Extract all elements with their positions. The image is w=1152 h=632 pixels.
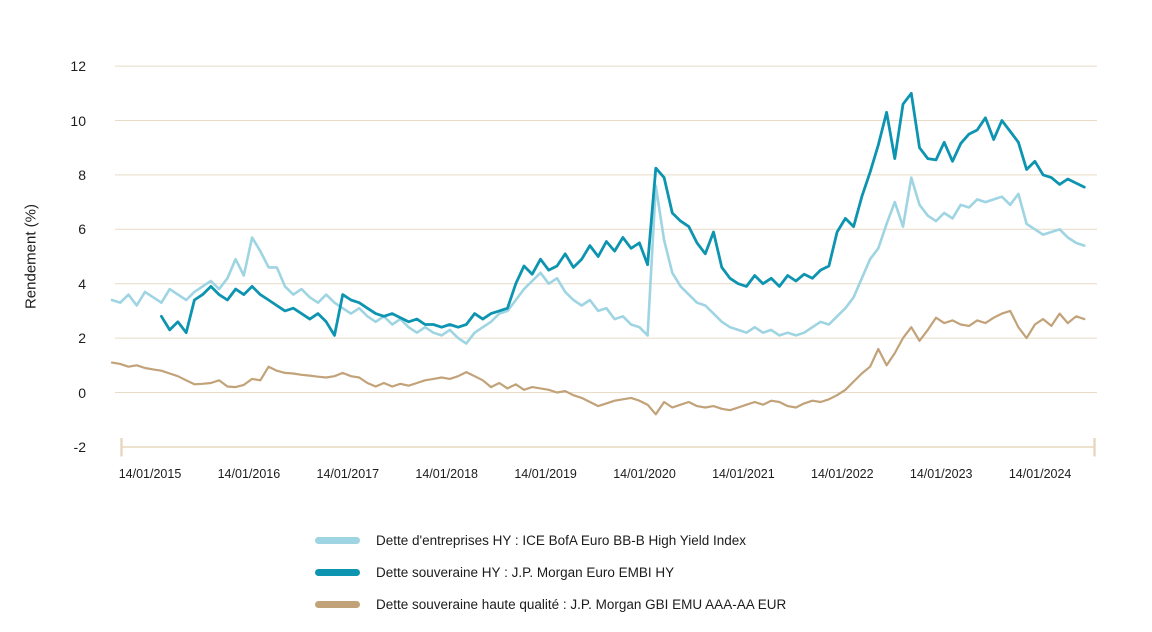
x-tick-label-2015: 14/01/2015 (118, 467, 182, 481)
legend-label-sovereign-hy: Dette souveraine HY : J.P. Morgan Euro E… (376, 564, 675, 580)
legend-label-sovereign-quality: Dette souveraine haute qualité : J.P. Mo… (376, 596, 787, 612)
y-tick-label-10: 10 (70, 112, 86, 129)
x-tick-label-2018: 14/01/2018 (415, 467, 478, 481)
x-tick-label-2024: 14/01/2024 (1008, 467, 1072, 481)
series-line-corporate-hy (110, 176, 1086, 345)
legend-swatch-sovereign-quality (315, 600, 360, 608)
y-tick-label-0: 0 (78, 384, 86, 401)
y-tick-label-8: 8 (78, 166, 86, 183)
y-tick-label-2: 2 (78, 330, 86, 347)
legend-label-corporate-hy: Dette d'entreprises HY : ICE BofA Euro B… (376, 532, 747, 548)
series-line-sovereign-hy (159, 91, 1086, 337)
x-tick-label-2019: 14/01/2019 (514, 467, 577, 481)
y-tick-label-6: 6 (78, 221, 86, 238)
y-axis-title: Rendement (%) (22, 203, 40, 310)
x-tick-label-2023: 14/01/2023 (909, 467, 973, 481)
x-tick-label-2020: 14/01/2020 (613, 467, 676, 481)
x-tick-label-2017: 14/01/2017 (316, 467, 380, 481)
legend-item-corporate-hy: Dette d'entreprises HY : ICE BofA Euro B… (315, 531, 786, 549)
x-tick-label-2022: 14/01/2022 (811, 467, 874, 481)
legend-item-sovereign-quality: Dette souveraine haute qualité : J.P. Mo… (315, 595, 786, 613)
legend-item-sovereign-hy: Dette souveraine HY : J.P. Morgan Euro E… (315, 563, 786, 581)
y-tick-label-12: 12 (70, 58, 86, 75)
legend-swatch-sovereign-hy (315, 568, 360, 576)
x-tick-label-2021: 14/01/2021 (712, 467, 775, 481)
legend-swatch-corporate-hy (315, 536, 360, 544)
y-tick-label-4: 4 (78, 275, 86, 292)
plot-area (110, 65, 1097, 457)
series-line-sovereign-quality (110, 309, 1086, 416)
chart-legend: Dette d'entreprises HY : ICE BofA Euro B… (315, 531, 786, 613)
y-tick-label--2: -2 (73, 438, 86, 455)
x-tick-label-2016: 14/01/2016 (217, 467, 281, 481)
